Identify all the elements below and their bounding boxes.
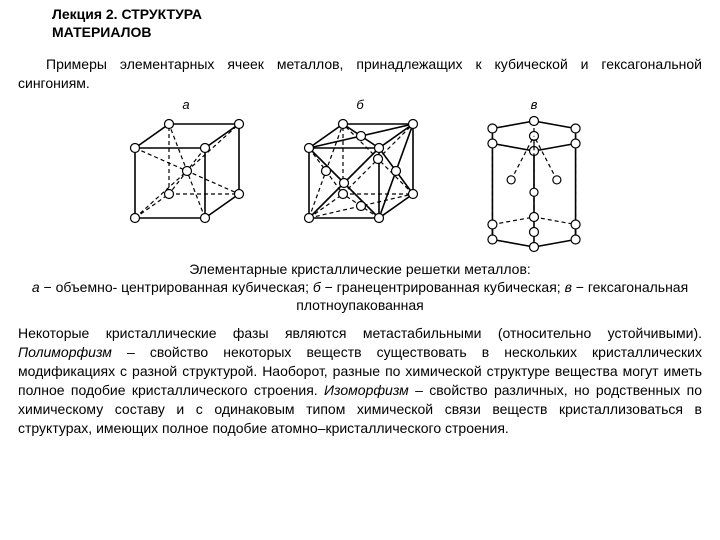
lattice-diagram-row: а б в <box>18 97 702 254</box>
caption-line1: Элементарные кристаллические решетки мет… <box>189 261 531 277</box>
header-line2: МАТЕРИАЛОВ <box>52 24 151 40</box>
header-line1: Лекция 2. СТРУКТУРА <box>52 6 202 22</box>
caption-b: б <box>313 279 321 295</box>
caption-b-desc: − гранецентрированная кубическая; <box>321 279 565 295</box>
diagram-label-b: б <box>356 97 363 112</box>
bcc-icon <box>111 114 261 244</box>
figure-caption: Элементарные кристаллические решетки мет… <box>18 260 702 315</box>
lecture-header: Лекция 2. СТРУКТУРА МАТЕРИАЛОВ <box>52 6 312 41</box>
caption-a: а <box>32 279 40 295</box>
body-paragraph: Некоторые кристаллические фазы являются … <box>18 324 702 437</box>
hcp-icon <box>459 114 609 254</box>
intro-text: Примеры элементарных ячеек металлов, при… <box>18 55 702 93</box>
diagram-fcc: б <box>285 97 435 254</box>
body-t1: Некоторые кристаллические фазы являются … <box>18 325 702 341</box>
caption-a-desc: − объемно- центрированная кубическая; <box>40 279 313 295</box>
term-isomorphism: Изоморфизм <box>324 382 409 398</box>
diagram-bcc: а <box>111 97 261 254</box>
caption-v: в <box>565 279 572 295</box>
fcc-icon <box>285 114 435 244</box>
diagram-label-v: в <box>531 97 538 112</box>
diagram-hcp: в <box>459 97 609 254</box>
diagram-label-a: а <box>182 97 189 112</box>
term-polymorphism: Полиморфизм <box>18 344 112 360</box>
